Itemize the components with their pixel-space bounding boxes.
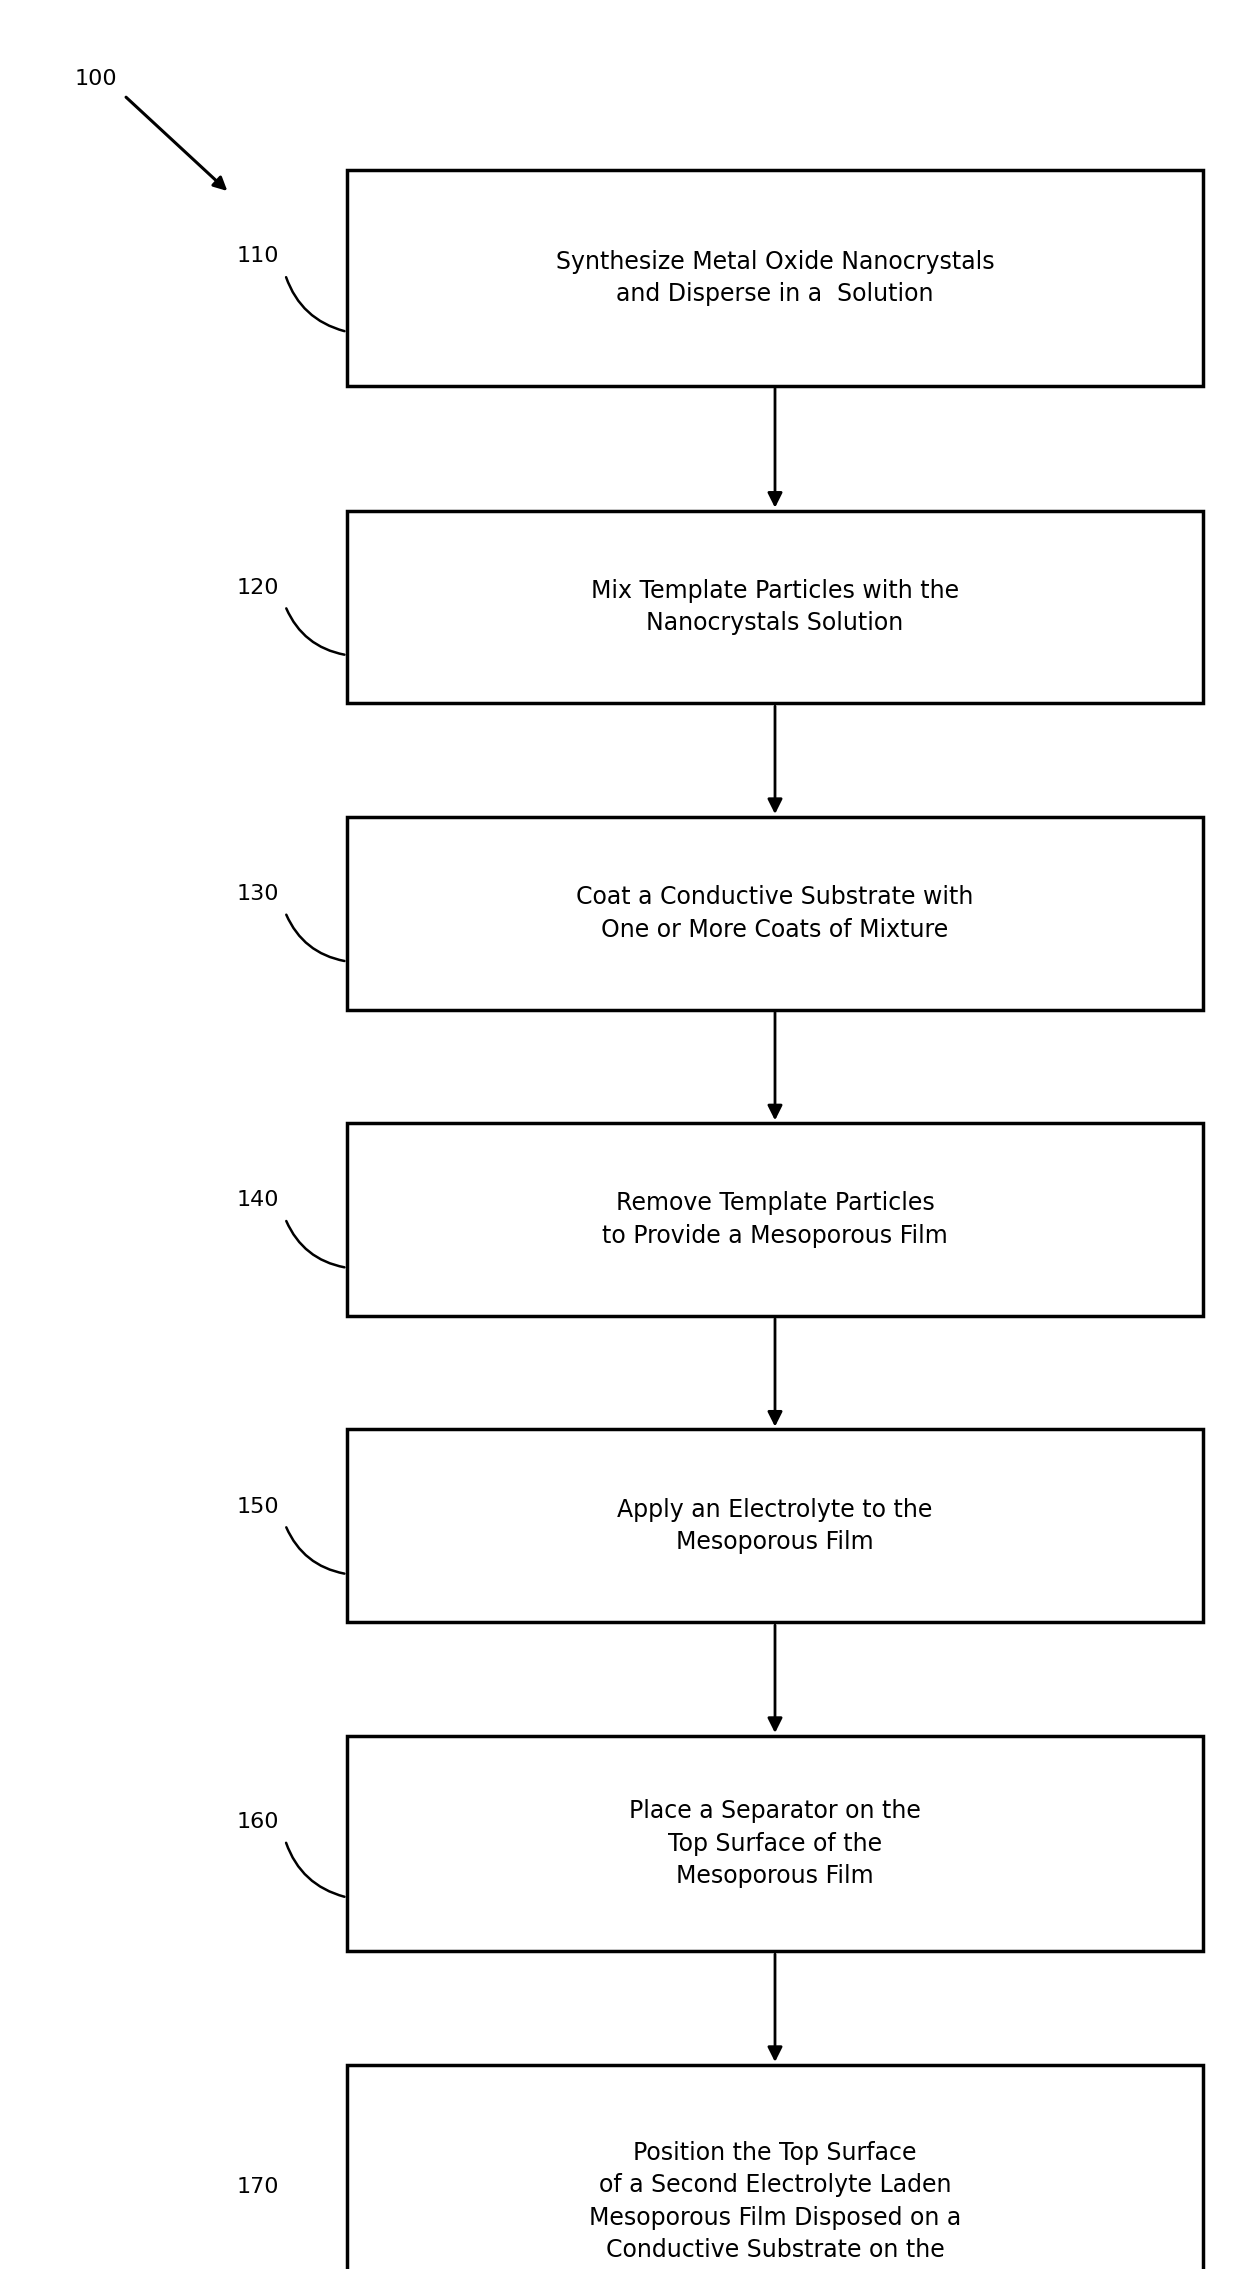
FancyBboxPatch shape (347, 511, 1203, 703)
FancyBboxPatch shape (347, 2065, 1203, 2269)
FancyBboxPatch shape (347, 1736, 1203, 1951)
Text: 110: 110 (237, 247, 279, 265)
FancyBboxPatch shape (347, 817, 1203, 1010)
Text: Coat a Conductive Substrate with
One or More Coats of Mixture: Coat a Conductive Substrate with One or … (577, 885, 973, 942)
Text: 170: 170 (237, 2178, 279, 2196)
Text: 100: 100 (74, 70, 117, 88)
FancyBboxPatch shape (347, 1429, 1203, 1622)
Text: Synthesize Metal Oxide Nanocrystals
and Disperse in a  Solution: Synthesize Metal Oxide Nanocrystals and … (556, 250, 994, 306)
FancyBboxPatch shape (347, 1123, 1203, 1316)
FancyBboxPatch shape (347, 170, 1203, 386)
Text: 120: 120 (237, 579, 279, 597)
Text: Position the Top Surface
of a Second Electrolyte Laden
Mesoporous Film Disposed : Position the Top Surface of a Second Ele… (589, 2142, 961, 2269)
Text: Mix Template Particles with the
Nanocrystals Solution: Mix Template Particles with the Nanocrys… (591, 579, 959, 635)
Text: Remove Template Particles
to Provide a Mesoporous Film: Remove Template Particles to Provide a M… (603, 1191, 947, 1248)
Text: Place a Separator on the
Top Surface of the
Mesoporous Film: Place a Separator on the Top Surface of … (629, 1799, 921, 1888)
Text: 160: 160 (237, 1813, 279, 1831)
Text: 150: 150 (237, 1498, 279, 1516)
Text: 140: 140 (237, 1191, 279, 1209)
Text: 130: 130 (237, 885, 279, 903)
Text: Apply an Electrolyte to the
Mesoporous Film: Apply an Electrolyte to the Mesoporous F… (618, 1498, 932, 1554)
